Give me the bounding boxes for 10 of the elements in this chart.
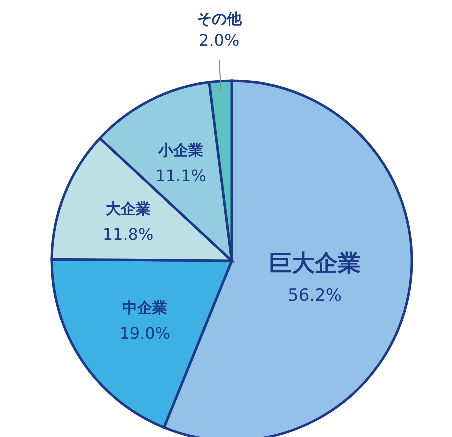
slice-label: 中企業 — [122, 298, 168, 317]
data-label: 11.8% — [102, 224, 154, 244]
slice-label: 巨大企業 — [269, 251, 362, 278]
slice-label: その他 — [196, 10, 243, 28]
data-label: 11.1% — [156, 166, 206, 186]
data-label: 19.0% — [120, 324, 171, 343]
slice-label: 小企業 — [158, 142, 204, 160]
data-label: 56.2% — [288, 286, 342, 306]
data-label: 2.0% — [199, 30, 240, 50]
slice-label: 大企業 — [106, 200, 151, 218]
